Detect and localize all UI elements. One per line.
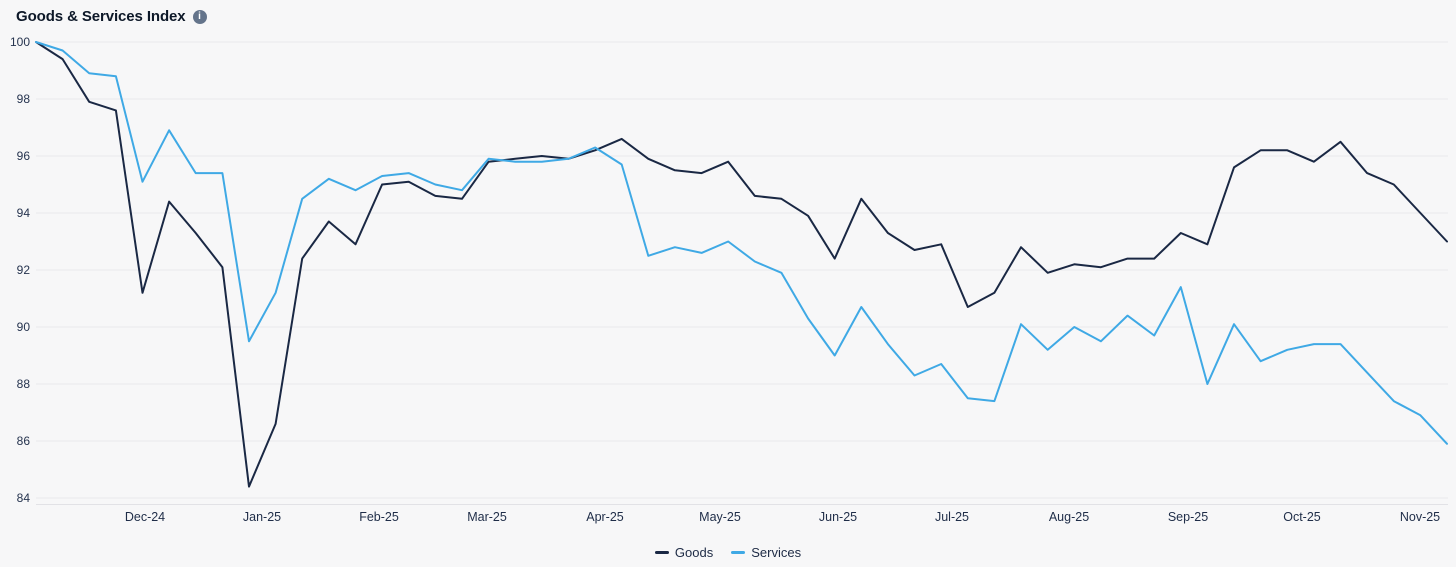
y-tick-label: 98 xyxy=(17,92,31,106)
x-tick-label: Jul-25 xyxy=(935,510,969,524)
x-tick-label: Aug-25 xyxy=(1049,510,1089,524)
y-tick-label: 92 xyxy=(17,263,31,277)
chart-header: Goods & Services Index i xyxy=(16,8,207,25)
x-tick-label: May-25 xyxy=(699,510,741,524)
y-tick-label: 100 xyxy=(10,35,30,49)
y-tick-label: 94 xyxy=(17,206,31,220)
y-tick-label: 84 xyxy=(17,491,31,505)
y-tick-label: 96 xyxy=(17,149,31,163)
services-swatch-icon xyxy=(731,550,746,555)
y-tick-label: 90 xyxy=(17,320,31,334)
info-icon[interactable]: i xyxy=(192,9,207,24)
page-title: Goods & Services Index xyxy=(16,8,186,25)
chart-legend: Goods Services xyxy=(0,545,1456,560)
legend-item-goods[interactable]: Goods xyxy=(654,545,714,560)
x-tick-label: Jun-25 xyxy=(819,510,857,524)
legend-item-services[interactable]: Services xyxy=(731,545,801,560)
x-tick-label: Sep-25 xyxy=(1168,510,1208,524)
x-tick-label: Dec-24 xyxy=(125,510,165,524)
legend-label-goods: Goods xyxy=(674,545,714,560)
y-tick-label: 88 xyxy=(17,377,31,391)
goods-swatch-icon xyxy=(654,550,669,555)
x-tick-label: Mar-25 xyxy=(467,510,507,524)
line-chart-canvas[interactable]: 100 98 96 94 92 90 88 86 84 Dec-24 Jan-25 Feb-25 Mar… xyxy=(0,0,1456,530)
x-tick-label: Apr-25 xyxy=(586,510,624,524)
x-tick-label: Feb-25 xyxy=(359,510,399,524)
x-tick-label: Jan-25 xyxy=(243,510,281,524)
legend-label-services: Services xyxy=(751,545,802,560)
services-line xyxy=(35,41,1448,445)
y-tick-label: 86 xyxy=(17,434,31,448)
x-tick-label: Nov-25 xyxy=(1400,510,1440,524)
x-tick-label: Oct-25 xyxy=(1283,510,1321,524)
goods-line xyxy=(35,41,1448,488)
